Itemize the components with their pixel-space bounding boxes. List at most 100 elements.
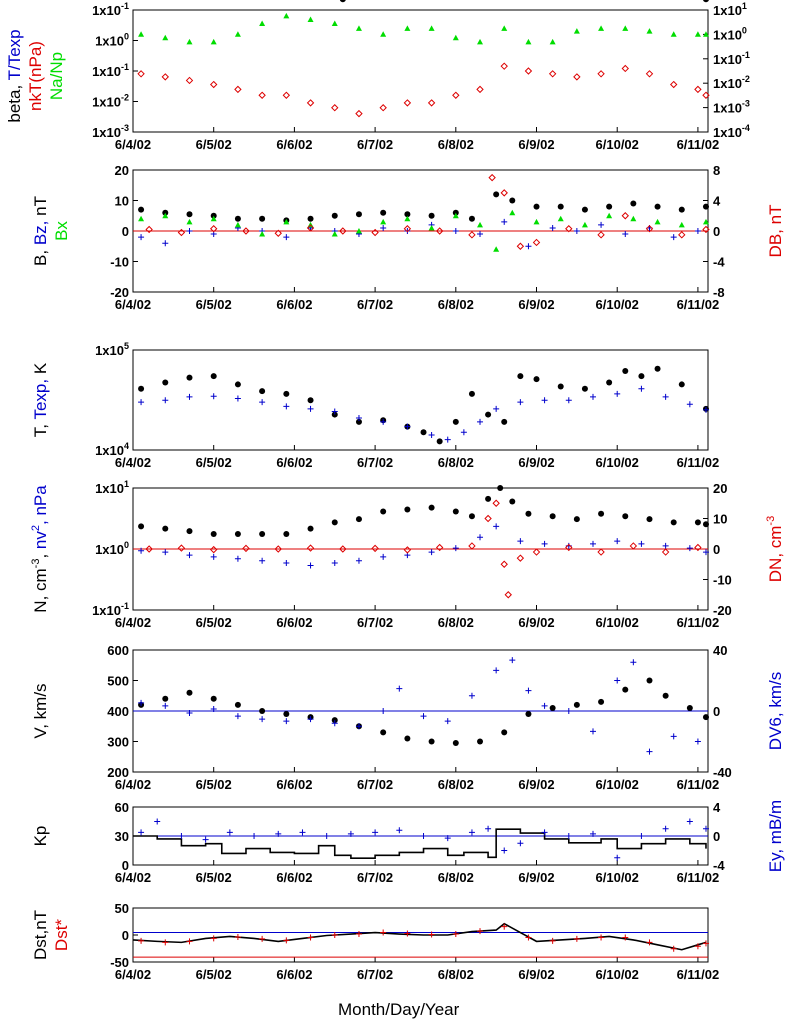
data-point <box>694 31 701 37</box>
x-tick-label: 6/7/02 <box>357 455 393 470</box>
data-point <box>565 708 572 714</box>
panel-frame <box>132 349 709 451</box>
data-point <box>485 495 492 502</box>
right-tick-label: 0 <box>713 542 720 557</box>
data-point <box>186 218 193 225</box>
data-point <box>541 397 548 404</box>
left-tick-label: 300 <box>107 735 129 750</box>
data-point <box>573 28 580 34</box>
data-point <box>259 388 266 395</box>
data-point <box>210 212 217 219</box>
data-point <box>444 718 451 725</box>
data-point <box>404 423 411 430</box>
data-point <box>283 937 290 944</box>
series-na-np <box>138 12 709 45</box>
x-tick-label: 6/9/02 <box>518 967 554 982</box>
x-tick-label: 6/8/02 <box>438 967 474 982</box>
data-point <box>162 939 169 946</box>
data-point <box>484 514 492 523</box>
x-tick-label: 6/10/02 <box>596 777 639 792</box>
right-tick-label: 4 <box>713 800 721 815</box>
data-point <box>234 85 242 94</box>
right-tick-label: -4 <box>713 858 725 873</box>
x-tick-label: 6/4/02 <box>115 870 151 885</box>
panel-bfield: 20 10 0 -10 -20 8 4 0 -4 -8 6/4/02 6/5/02 6/6/02 6/7/… <box>31 163 785 312</box>
data-point <box>331 560 338 567</box>
panel-density: 1x101 1x100 1x10-1 20 10 0 -10 -20 6/4/02 6/5/02 6… <box>30 479 785 630</box>
data-point <box>590 830 596 837</box>
data-point <box>259 716 266 723</box>
data-point <box>210 553 217 560</box>
x-tick-label: 6/9/02 <box>518 455 554 470</box>
x-tick-label: 6/5/02 <box>196 615 232 630</box>
data-point <box>581 385 588 392</box>
data-point <box>307 934 314 941</box>
data-point <box>259 231 266 237</box>
data-point <box>234 395 241 402</box>
data-point <box>210 935 217 942</box>
panel-beta: 1x10-1 1x100 1x10-1 1x10-2 1x10-3 1x101 1x100 1… <box>5 0 750 152</box>
data-point <box>355 109 363 118</box>
right-tick-label: 0 <box>713 704 720 719</box>
series-bz <box>138 218 701 250</box>
data-point <box>138 215 145 222</box>
data-point <box>565 543 573 552</box>
data-point <box>606 203 613 210</box>
data-point <box>339 0 346 3</box>
x-tick-label: 6/11/02 <box>677 137 720 152</box>
data-point <box>702 521 709 528</box>
data-point <box>355 516 362 523</box>
right-tick-label: 0 <box>713 829 720 844</box>
data-point <box>428 549 435 556</box>
data-point <box>307 215 314 222</box>
data-point <box>306 224 315 232</box>
x-tick-label: 6/6/02 <box>276 297 312 312</box>
series-n <box>138 485 709 537</box>
data-point <box>573 228 580 234</box>
data-point <box>186 689 193 696</box>
left-tick-label: 1x101 <box>95 479 129 496</box>
data-point <box>694 85 702 94</box>
series-dst <box>132 922 707 951</box>
data-point <box>621 212 629 220</box>
data-point <box>380 209 387 216</box>
data-point <box>477 418 484 425</box>
left-tick-label: 600 <box>107 643 129 658</box>
x-tick-label: 6/6/02 <box>276 870 312 885</box>
data-point <box>614 538 621 545</box>
x-tick-label: 6/4/02 <box>115 455 151 470</box>
x-tick-label: 6/5/02 <box>196 777 232 792</box>
panel-dst: 50 0 -506/4/02 6/5/02 6/6/02 6/7/02 6/8/02 6/9/… <box>31 901 719 982</box>
data-point <box>355 25 362 31</box>
data-point <box>138 31 145 37</box>
x-tick-label: 6/7/02 <box>357 967 393 982</box>
data-point <box>355 211 362 218</box>
data-point <box>598 934 605 941</box>
data-point <box>630 200 637 207</box>
data-point <box>477 38 484 45</box>
data-point <box>331 720 338 727</box>
data-point <box>242 544 250 553</box>
x-tick-label: 6/10/02 <box>596 870 639 885</box>
data-point <box>339 227 347 235</box>
data-point <box>420 429 427 436</box>
left-tick-label: 400 <box>107 704 129 719</box>
data-point <box>234 31 241 37</box>
data-point <box>379 104 387 112</box>
data-point <box>501 418 508 425</box>
data-point <box>355 418 362 425</box>
right-tick-label: 1x100 <box>713 25 747 42</box>
data-point <box>186 393 193 400</box>
data-point <box>138 234 145 241</box>
data-point <box>541 829 548 836</box>
data-point <box>509 209 516 216</box>
right-tick-label: -20 <box>713 603 732 618</box>
data-point <box>427 99 436 107</box>
data-point <box>259 708 266 714</box>
data-point <box>162 212 169 219</box>
x-tick-label: 6/5/02 <box>196 137 232 152</box>
right-tick-label: 10 <box>713 512 727 527</box>
data-point <box>702 218 709 225</box>
data-point <box>234 530 241 537</box>
